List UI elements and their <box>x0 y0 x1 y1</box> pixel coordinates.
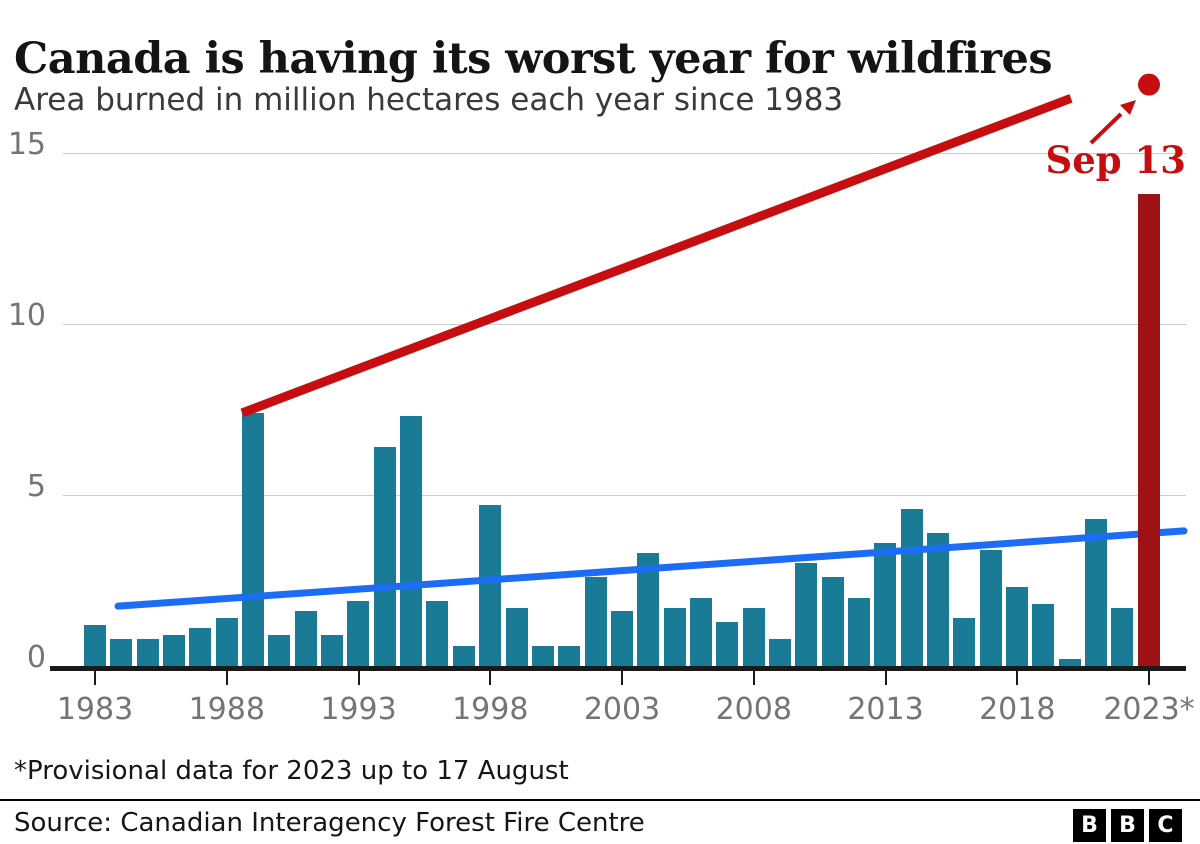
plot-area: Sep 13 0 5 10 15 1983 1988 1993 1998 2003 2008 201… <box>7 73 1195 727</box>
bar-2022 <box>1111 607 1134 666</box>
bar-2010 <box>795 563 818 666</box>
x-axis-label-2003: 2003 <box>583 692 661 727</box>
x-tick-2013 <box>884 671 887 685</box>
bar-2000 <box>531 645 554 666</box>
x-axis-label-1983: 1983 <box>56 692 134 727</box>
bar-2005 <box>663 607 686 666</box>
bbc-logo-block-c: C <box>1149 809 1182 842</box>
y-axis-label-0: 0 <box>26 640 46 675</box>
bar-2016 <box>953 618 976 666</box>
bbc-logo-block-b1: B <box>1073 809 1106 842</box>
bar-1989 <box>242 412 265 666</box>
bars-group <box>84 153 1160 666</box>
bar-1997 <box>452 645 475 666</box>
bar-1996 <box>426 601 449 666</box>
bar-1995 <box>400 416 423 666</box>
x-tick-1983 <box>94 671 96 685</box>
bar-1986 <box>163 635 186 666</box>
bar-1983 <box>84 625 106 666</box>
x-axis-label-1998: 1998 <box>452 692 529 727</box>
bar-2019 <box>1032 604 1055 666</box>
bar-1992 <box>321 635 344 666</box>
sep13-annotation-label: Sep 13 <box>1045 138 1186 182</box>
x-axis-line <box>50 666 1186 671</box>
bar-2008 <box>742 607 765 666</box>
x-tick-2018 <box>1016 671 1019 685</box>
bar-2011 <box>821 577 844 666</box>
x-tick-2003 <box>621 671 623 685</box>
bar-2014 <box>900 508 923 666</box>
bar-1990 <box>268 635 291 666</box>
bar-2001 <box>558 645 581 666</box>
bar-2004 <box>637 553 660 666</box>
x-axis-label-2013: 2013 <box>847 692 924 727</box>
bar-2013 <box>874 542 897 666</box>
divider-line <box>0 799 1200 801</box>
chart-title: Canada is having its worst year for wild… <box>14 33 1053 84</box>
bar-1984 <box>110 638 133 666</box>
bar-2018 <box>1006 587 1029 666</box>
bar-1985 <box>136 638 159 666</box>
bar-1998 <box>479 505 502 666</box>
x-tick-2008 <box>752 671 755 685</box>
annotation-arrow-head-icon <box>1120 100 1136 115</box>
bar-2009 <box>768 638 791 666</box>
bar-2002 <box>584 577 607 666</box>
gridline-5 <box>63 494 1186 496</box>
bbc-logo-block-b2: B <box>1111 809 1144 842</box>
bar-1987 <box>189 628 212 666</box>
x-tick-1998 <box>489 671 492 685</box>
bar-1993 <box>347 601 370 666</box>
x-tick-1993 <box>357 671 360 685</box>
footnote: *Provisional data for 2023 up to 17 Augu… <box>14 756 569 786</box>
bar-2012 <box>847 597 870 666</box>
bar-1991 <box>294 611 317 666</box>
x-axis-label-1993: 1993 <box>320 692 397 727</box>
x-tick-1988 <box>225 671 228 685</box>
bar-2007 <box>716 621 739 666</box>
x-axis-label-2008: 2008 <box>715 692 792 727</box>
bar-2006 <box>689 597 712 666</box>
y-axis-label-15: 15 <box>7 127 46 162</box>
bar-2021 <box>1085 518 1108 666</box>
x-axis-label-1988: 1988 <box>188 692 265 727</box>
y-axis-label-10: 10 <box>7 298 46 333</box>
bar-1994 <box>373 447 396 666</box>
x-tick-2023* <box>1148 671 1150 685</box>
bar-2023 <box>1137 194 1160 666</box>
bar-1999 <box>505 607 528 666</box>
y-axis-label-5: 5 <box>26 469 46 504</box>
bar-2020 <box>1058 659 1081 666</box>
bar-2003 <box>610 611 633 666</box>
x-axis-label-2018: 2018 <box>979 692 1056 727</box>
bar-2015 <box>927 532 949 666</box>
bbc-logo: B B C <box>1073 809 1182 842</box>
sep13-dot <box>1138 73 1160 96</box>
bar-2017 <box>979 549 1002 666</box>
bar-1988 <box>215 618 238 666</box>
source-caption: Source: Canadian Interagency Forest Fire… <box>14 808 645 838</box>
x-axis-label-2023*: 2023* <box>1103 692 1195 727</box>
